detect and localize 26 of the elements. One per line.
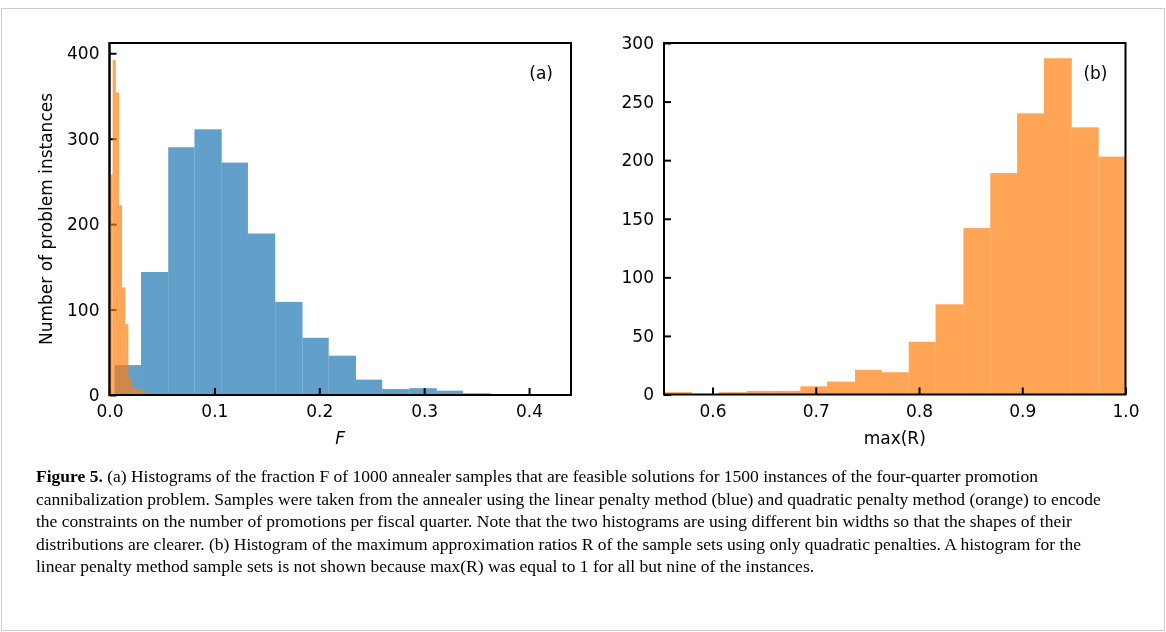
x-tick-label: 0.3 <box>411 401 439 422</box>
annotation: (a) <box>529 63 553 83</box>
y-axis-title: Number of problem instances <box>35 92 56 346</box>
x-tick-label: 1.0 <box>1112 400 1140 421</box>
x-tick-label: 0.4 <box>516 401 544 422</box>
y-tick-label: 150 <box>621 208 654 229</box>
caption: Figure 5. (a) Histograms of the fraction F of 1000 annealer samples that are feasible solutions for 1500 instances of the four-quarter promotion cannibalization problem. Samples were taken from the annealer using the linear penalty method (blue) and quadratic penalty method (orange) to encode the constraints on the number of promotions per fiscal quarter. Note that the two histograms are using different bin widths so that the shapes of their distributions are clearer. (b) Histogram of the maximum approximation ratios R of the sample sets using only quadratic penalties. A histogram for the linear penalty method sample sets is not shown because max(R) was equal to 1 for all but nine of the instances. <box>36 466 1101 576</box>
y-tick-label: 0 <box>643 384 654 405</box>
x-tick-label: 0.2 <box>306 401 334 422</box>
x-axis-title: max(R) <box>863 427 926 448</box>
y-tick-label: 50 <box>632 325 654 346</box>
annotation: (b) <box>1083 63 1108 83</box>
x-tick-label: 0.7 <box>802 400 830 421</box>
x-tick-label: 0.6 <box>699 400 727 421</box>
y-tick-label: 100 <box>621 267 654 288</box>
y-tick-label: 100 <box>67 299 100 320</box>
x-tick-label: 0.1 <box>201 401 229 422</box>
y-tick-label: 300 <box>67 128 100 149</box>
y-tick-label: 300 <box>621 32 654 53</box>
y-tick-label: 250 <box>621 91 654 112</box>
x-axis-title: F <box>335 428 346 448</box>
y-tick-label: 400 <box>67 43 100 64</box>
x-tick-label: 0.8 <box>905 400 934 421</box>
x-tick-label: 0.9 <box>1009 400 1037 421</box>
y-tick-label: 200 <box>67 214 100 235</box>
y-tick-label: 200 <box>621 150 654 171</box>
